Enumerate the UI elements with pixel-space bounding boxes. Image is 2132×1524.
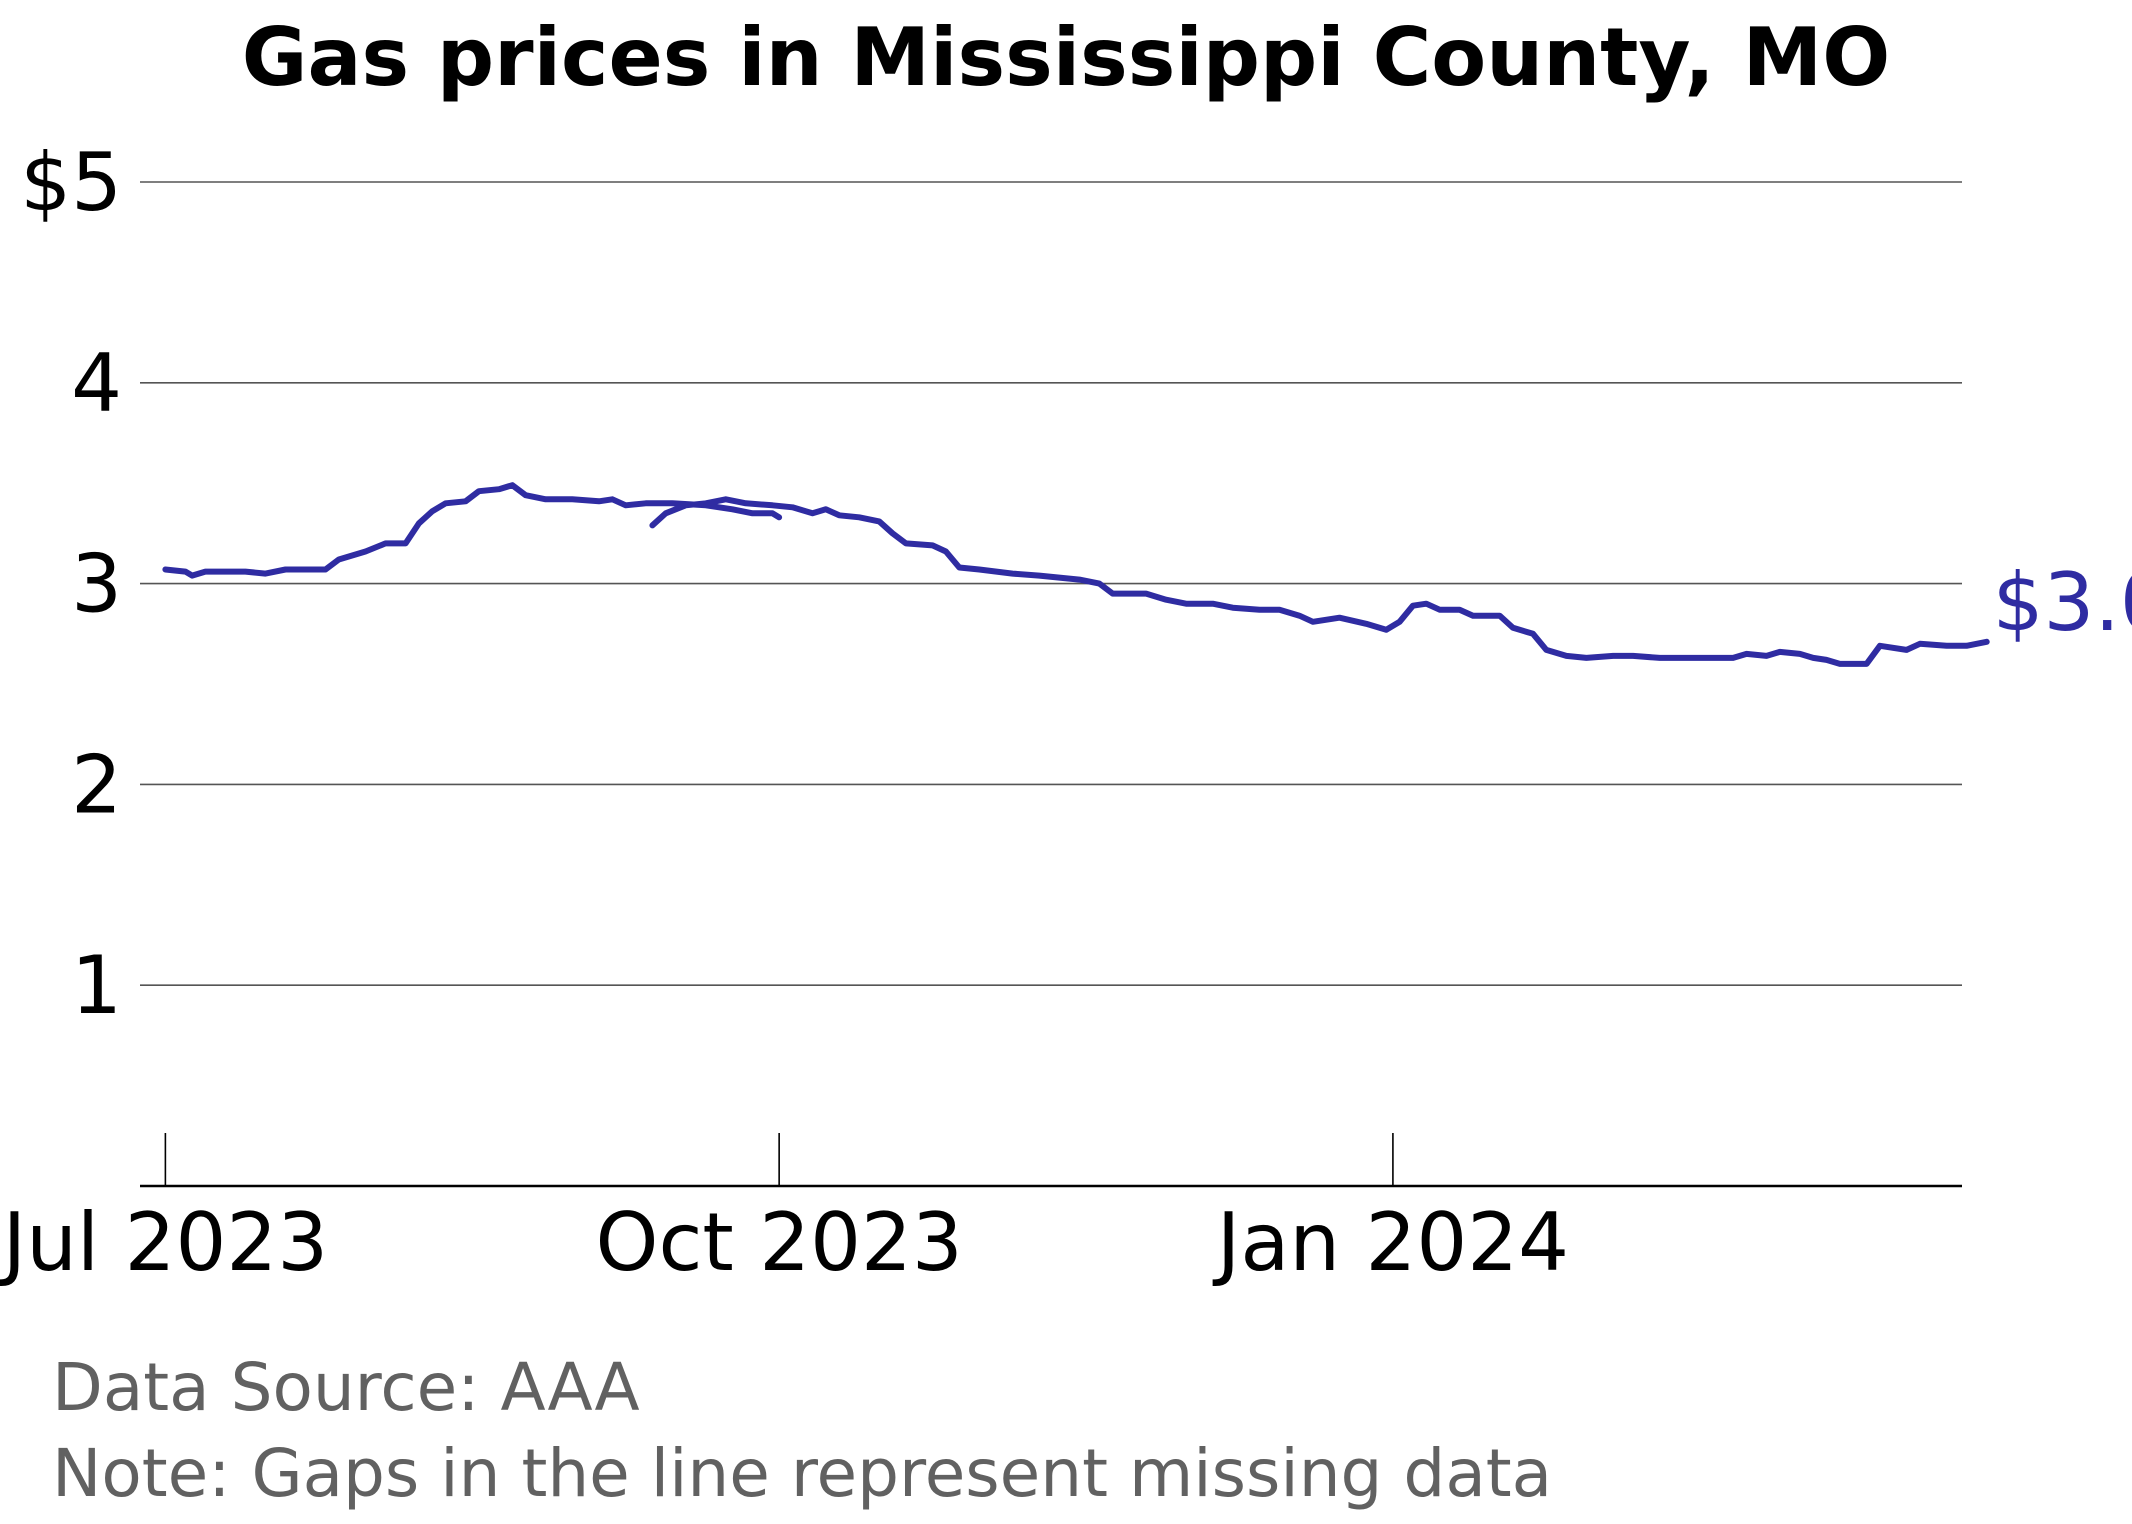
- price-line-segment: [649, 496, 1990, 667]
- y-tick-label: 1: [71, 939, 122, 1032]
- x-tick-label: Jul 2023: [0, 1196, 328, 1289]
- data-source-note: Data Source: AAA: [52, 1349, 640, 1426]
- end-label-group: $3.06: [1993, 556, 2132, 649]
- missing-data-note: Note: Gaps in the line represent missing…: [52, 1435, 1553, 1512]
- end-price-label: $3.06: [1993, 556, 2132, 649]
- y-axis: 1 2 3 4 $5: [20, 136, 122, 1032]
- y-tick-label: 3: [71, 538, 122, 631]
- y-tick-label: $5: [20, 136, 122, 229]
- y-tick-label: 2: [71, 738, 122, 831]
- x-tick-label: Jan 2024: [1212, 1196, 1569, 1289]
- x-tick-label: Oct 2023: [595, 1196, 962, 1289]
- price-series: [162, 482, 1990, 667]
- x-axis-labels: Jul 2023 Oct 2023 Jan 2024: [0, 1133, 1569, 1289]
- gridlines: [140, 181, 1962, 987]
- price-line-segment: [162, 482, 783, 579]
- y-tick-label: 4: [71, 337, 122, 430]
- chart-title: Gas prices in Mississippi County, MO: [241, 11, 1891, 104]
